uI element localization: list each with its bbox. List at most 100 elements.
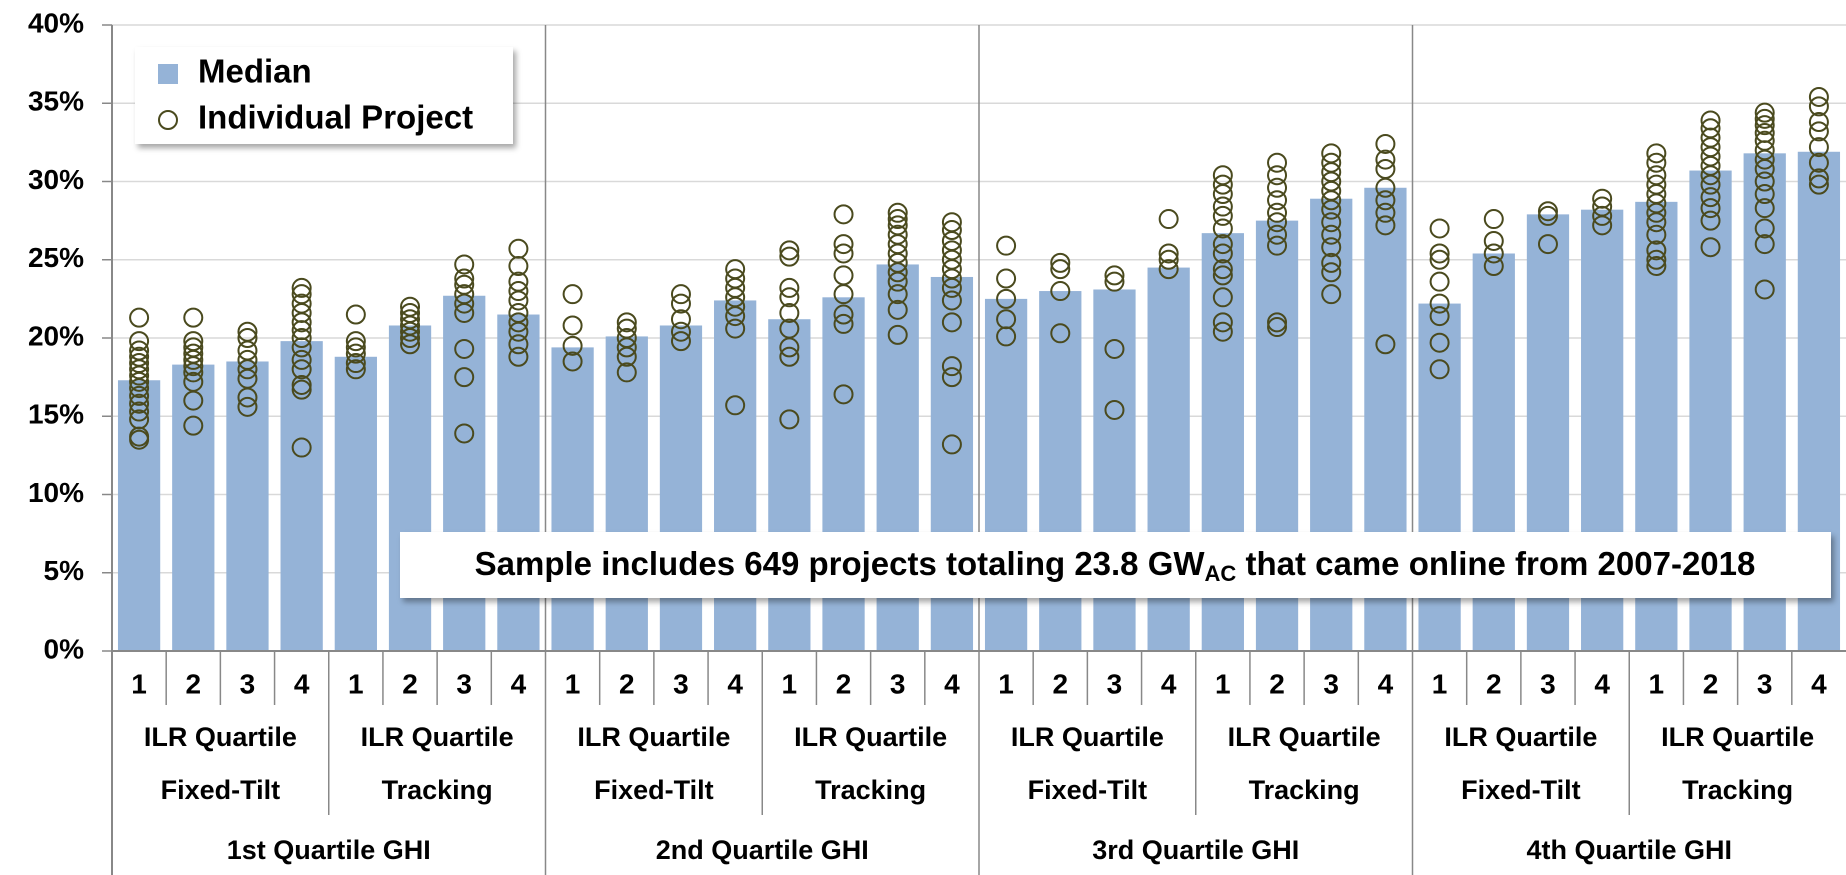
project-point — [1808, 168, 1829, 189]
bar — [605, 336, 648, 651]
project-point — [1592, 205, 1613, 226]
project-point — [941, 212, 962, 233]
project-point — [1158, 259, 1179, 280]
x-tick-label: 4 — [1378, 668, 1394, 699]
project-point — [779, 346, 800, 367]
project-point — [941, 367, 962, 388]
project-point — [941, 290, 962, 311]
project-point — [454, 293, 475, 314]
mount-group-label: Tracking — [1249, 775, 1360, 805]
project-point — [508, 238, 529, 259]
project-point — [887, 299, 908, 320]
x-tick-label: 1 — [1432, 668, 1448, 699]
project-point — [1646, 256, 1667, 277]
project-point — [508, 334, 529, 355]
x-tick-label: 2 — [619, 668, 635, 699]
project-point — [887, 284, 908, 305]
project-point — [454, 268, 475, 289]
x-tick-label: 2 — [1269, 668, 1285, 699]
project-point — [1646, 143, 1667, 164]
project-point — [833, 384, 854, 405]
project-point — [1267, 152, 1288, 173]
project-point — [1429, 249, 1450, 270]
project-point — [129, 429, 150, 450]
x-tick-label: 3 — [1540, 668, 1556, 699]
project-point — [1212, 218, 1233, 239]
project-point — [1808, 96, 1829, 117]
project-point — [1050, 252, 1071, 273]
bar — [226, 361, 269, 651]
ghi-group-label: 4th Quartile GHI — [1526, 835, 1732, 865]
project-point — [1592, 188, 1613, 209]
project-point — [1321, 284, 1342, 305]
project-point — [508, 256, 529, 277]
annotation-subscript: AC — [1205, 561, 1237, 586]
project-point — [1700, 237, 1721, 258]
project-point — [670, 284, 691, 305]
y-tick-label: 0% — [44, 633, 85, 664]
bar — [334, 356, 377, 651]
project-point — [562, 315, 583, 336]
project-point — [833, 265, 854, 286]
project-point — [454, 423, 475, 444]
project-point — [1104, 399, 1125, 420]
project-point — [1537, 201, 1558, 222]
project-point — [779, 277, 800, 298]
project-point — [1429, 306, 1450, 327]
project-point — [996, 235, 1017, 256]
x-tick-label: 2 — [1052, 668, 1068, 699]
project-point — [1483, 256, 1504, 277]
project-point — [345, 353, 366, 374]
project-point — [725, 318, 746, 339]
project-point — [345, 331, 366, 352]
project-point — [1537, 205, 1558, 226]
bar — [984, 298, 1028, 651]
project-point — [1050, 259, 1071, 280]
project-point — [345, 337, 366, 358]
project-point — [400, 328, 421, 348]
project-point — [237, 396, 258, 417]
project-point — [887, 209, 908, 230]
bar — [551, 347, 594, 651]
project-point — [887, 262, 908, 283]
bar — [172, 364, 215, 651]
x-tick-label: 2 — [836, 668, 852, 699]
bar — [117, 380, 161, 651]
project-point — [1267, 317, 1288, 338]
project-point — [941, 220, 962, 241]
bar — [659, 325, 703, 651]
legend-marker — [158, 110, 178, 130]
y-tick-label: 5% — [44, 555, 85, 586]
project-point — [1700, 210, 1721, 231]
project-point — [291, 374, 312, 395]
project-point — [237, 328, 258, 348]
project-point — [1375, 190, 1396, 211]
project-point — [779, 409, 800, 430]
project-point — [833, 304, 854, 325]
project-point — [1212, 196, 1233, 217]
project-point — [183, 415, 204, 436]
project-point — [237, 359, 258, 380]
project-point — [291, 320, 312, 341]
project-point — [1754, 218, 1775, 239]
project-point — [183, 307, 204, 328]
project-point — [833, 284, 854, 305]
project-point — [1754, 171, 1775, 192]
project-point — [129, 307, 150, 328]
project-point — [1212, 234, 1233, 255]
project-point — [129, 365, 150, 386]
project-point — [1212, 265, 1233, 286]
project-point — [345, 359, 366, 380]
project-point — [1700, 165, 1721, 186]
project-point — [1754, 149, 1775, 170]
project-point — [1267, 177, 1288, 198]
annotation-main: Sample includes 649 projects totaling 23… — [475, 545, 1206, 582]
project-point — [1754, 234, 1775, 255]
project-point — [291, 328, 312, 348]
project-point — [1700, 187, 1721, 208]
project-point — [400, 334, 421, 355]
project-point — [1212, 174, 1233, 195]
project-point — [670, 321, 691, 342]
project-point — [779, 240, 800, 261]
x-tick-label: 4 — [294, 668, 310, 699]
